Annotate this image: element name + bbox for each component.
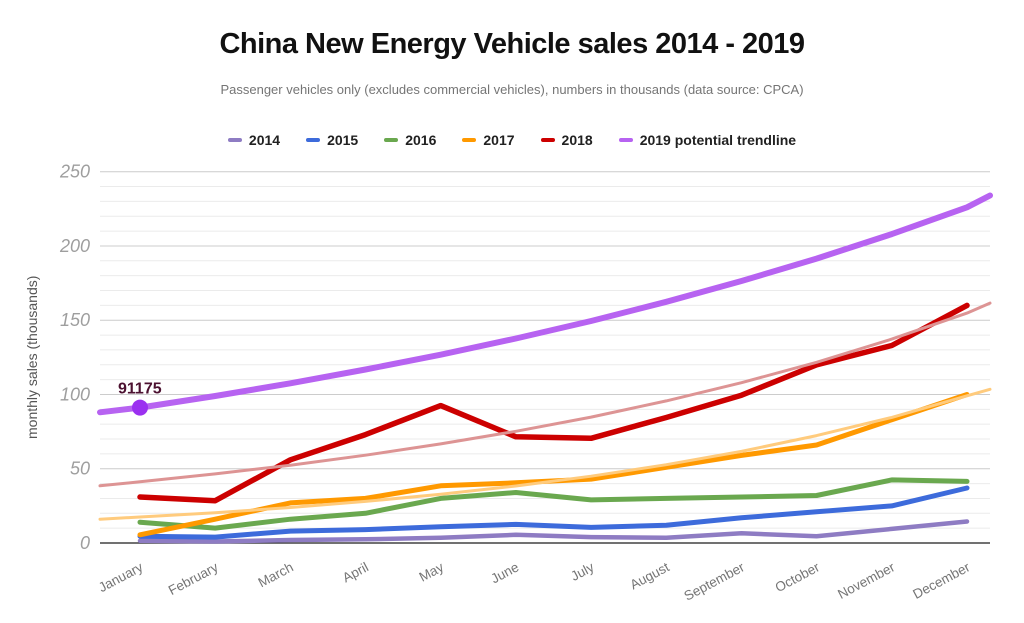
legend-item-2016: 2016 — [384, 132, 436, 148]
y-tick-label: 200 — [59, 236, 90, 256]
x-tick-label-february: February — [166, 559, 221, 598]
x-tick-label-september: September — [682, 559, 748, 603]
legend-swatch — [540, 138, 555, 142]
y-tick-label: 100 — [60, 384, 90, 404]
legend-swatch — [618, 138, 633, 142]
y-tick-label: 250 — [59, 162, 90, 182]
x-tick-label-june: June — [488, 559, 521, 586]
gridlines — [100, 171, 990, 544]
series-line-2014 — [137, 519, 970, 544]
legend-label: 2018 — [561, 132, 593, 148]
series-line-2017-exponential-trendline — [98, 387, 992, 521]
legend-label: 2015 — [327, 132, 359, 148]
page-subtitle: Passenger vehicles only (excludes commer… — [220, 82, 804, 97]
legend-item-2017: 2017 — [462, 132, 515, 148]
legend-item-2018: 2018 — [540, 132, 593, 148]
y-tick-label: 50 — [70, 459, 90, 479]
y-tick-label: 0 — [80, 533, 90, 553]
x-tick-label-january: January — [96, 559, 146, 595]
x-tick-label-july: July — [568, 559, 596, 584]
x-tick-label-august: August — [628, 559, 672, 592]
series-line-2019-potential-trendline — [97, 192, 993, 416]
x-tick-label-october: October — [773, 559, 823, 595]
legend-swatch — [462, 138, 477, 142]
data-point-marker — [132, 399, 148, 416]
legend-item-2015: 2015 — [306, 132, 358, 148]
legend-swatch — [384, 138, 399, 142]
x-tick-label-march: March — [256, 559, 296, 590]
legend-label: 2014 — [248, 132, 281, 148]
legend-label: 2016 — [405, 132, 437, 148]
data-point-label: 91175 — [118, 381, 162, 398]
legend-swatch — [227, 138, 242, 142]
legend-swatch — [306, 138, 321, 142]
page-title: China New Energy Vehicle sales 2014 - 20… — [219, 28, 805, 60]
series-line-2018-exponential-trendline — [98, 301, 992, 488]
x-tick-label-may: May — [417, 559, 447, 584]
x-tick-label-november: November — [835, 559, 897, 602]
legend-item-2019-potential-trendline: 2019 potential trendline — [618, 132, 797, 148]
legend: 2014 2015 2016 2017 2018 2019 potential trend… — [0, 132, 1024, 148]
legend-label: 2017 — [483, 132, 515, 148]
series-line-2016 — [137, 477, 970, 531]
legend-label: 2019 potential trendline — [639, 132, 797, 148]
legend-item-2014: 2014 — [227, 132, 281, 148]
series-line-2015 — [137, 485, 970, 540]
x-tick-label-april: April — [340, 559, 371, 585]
y-tick-label: 150 — [60, 310, 90, 330]
x-tick-label-december: December — [910, 559, 972, 602]
